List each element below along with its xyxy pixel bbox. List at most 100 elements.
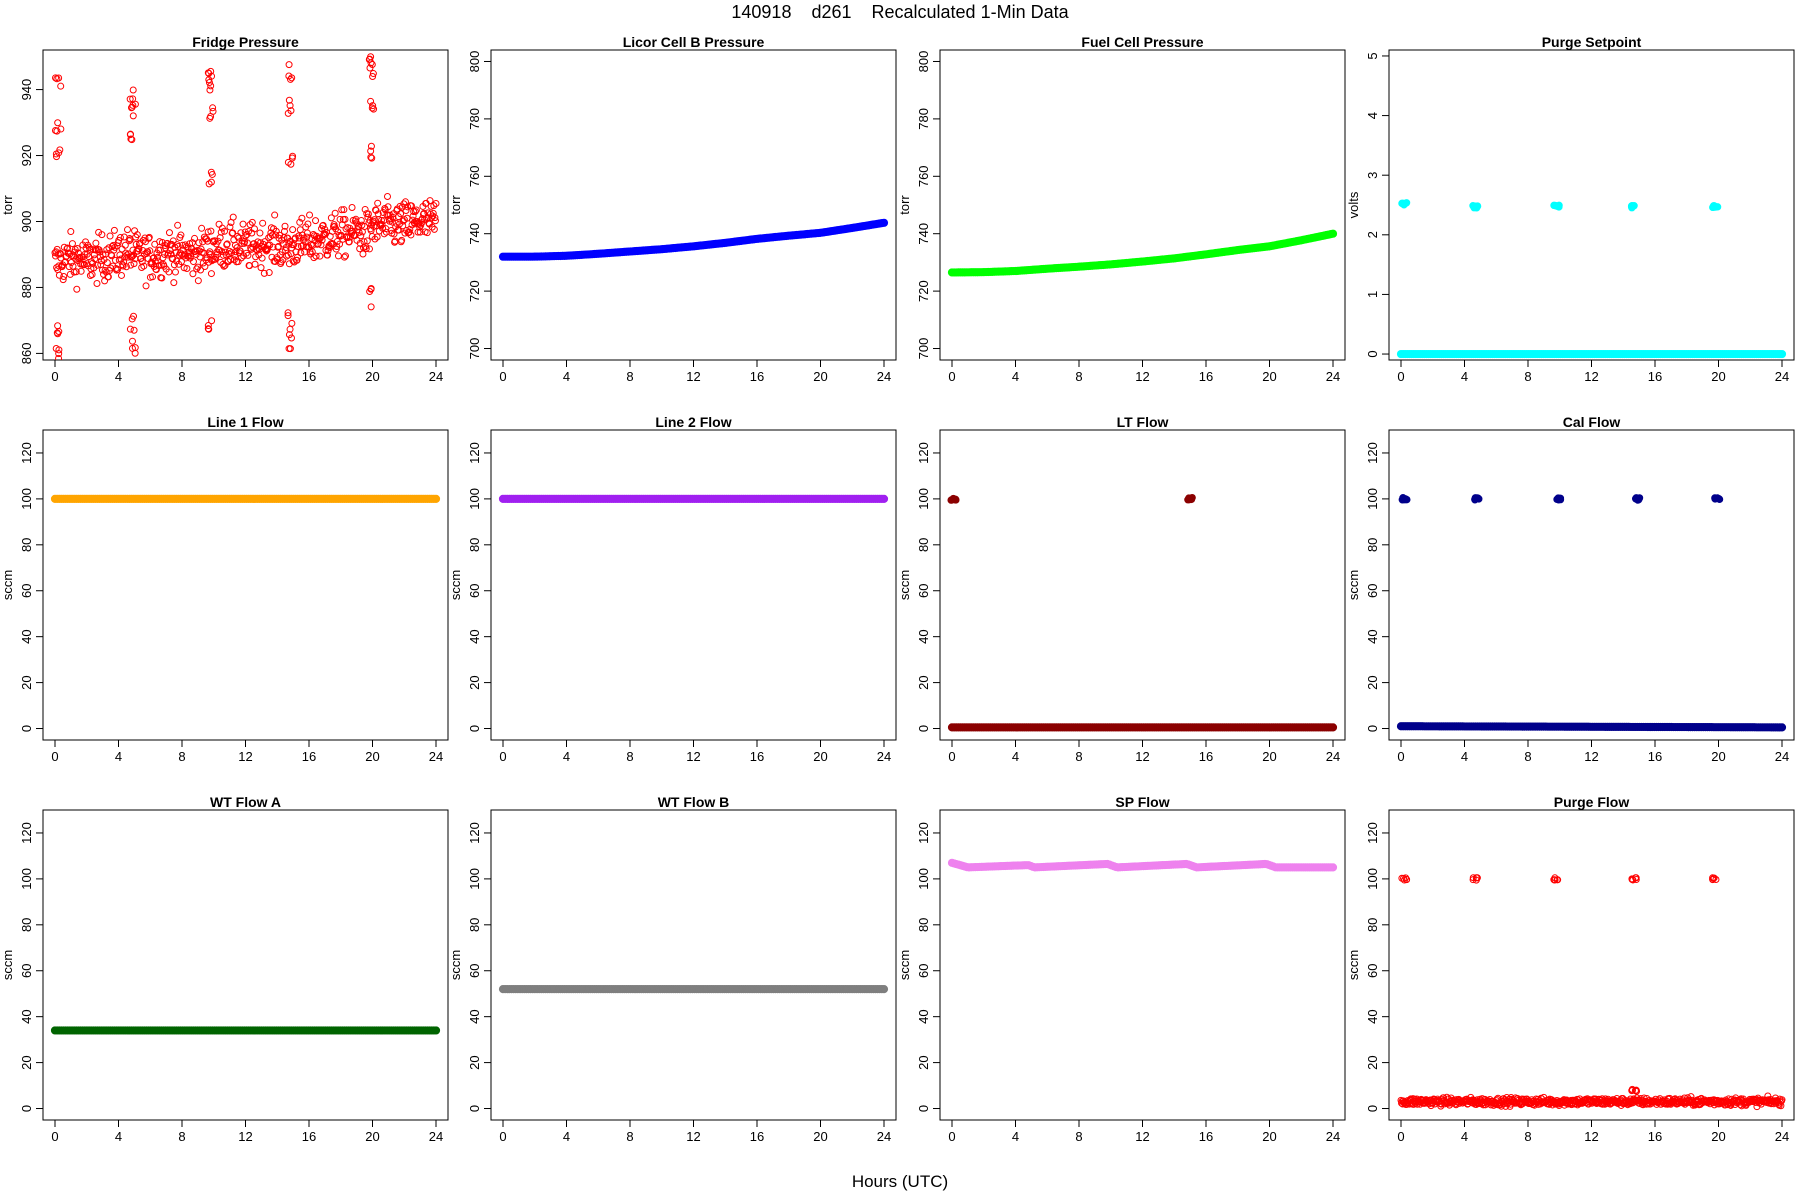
outlier-point: [1710, 874, 1718, 882]
y-tick-label: 800: [916, 51, 931, 73]
data-point: [126, 236, 134, 244]
y-tick-label: 4: [1365, 112, 1380, 119]
data-point: [142, 282, 150, 290]
x-tick-label: 12: [1584, 369, 1598, 384]
y-tick-label: 20: [19, 1055, 34, 1069]
data-point: [149, 273, 157, 281]
x-tick-label: 12: [238, 1129, 252, 1144]
y-tick-label: 60: [467, 584, 482, 598]
data-point: [73, 244, 81, 252]
outlier-point: [284, 309, 292, 317]
data-point: [183, 264, 191, 272]
data-point: [294, 243, 302, 251]
data-point: [355, 228, 363, 236]
x-tick-label: 24: [429, 369, 443, 384]
data-point: [236, 247, 244, 255]
data-points: [947, 858, 1338, 872]
plot-frame: [939, 429, 1346, 741]
outlier-point: [285, 96, 293, 104]
outlier-point: [126, 131, 134, 139]
data-point: [122, 249, 130, 257]
data-point: [416, 228, 424, 236]
data-point: [189, 258, 197, 266]
plot-frame: [1388, 429, 1795, 741]
x-tick-label: 24: [429, 1129, 443, 1144]
y-tick-label: 100: [1365, 868, 1380, 890]
y-tick-label: 120: [1365, 442, 1380, 464]
y-axis-label: sccm: [1346, 570, 1361, 600]
panel-10: SP Flow 0 4 8 12 16 20 24 0 20 40 60 80 100 120 sccm: [897, 794, 1346, 1144]
y-tick-label: 20: [1365, 675, 1380, 689]
y-tick-label: 120: [467, 822, 482, 844]
outlier-point: [128, 315, 136, 323]
data-point: [316, 252, 324, 260]
outlier-point: [207, 113, 215, 121]
data-point: [237, 229, 245, 237]
y-tick-label: 40: [1365, 629, 1380, 643]
data-point: [259, 219, 267, 227]
x-tick-label: 16: [1648, 749, 1662, 764]
x-tick-label: 8: [1075, 749, 1082, 764]
data-point: [193, 265, 201, 273]
x-tick-label: 20: [1262, 1129, 1276, 1144]
y-tick-label: 60: [19, 584, 34, 598]
x-tick-label: 12: [686, 1129, 700, 1144]
y-tick-label: 80: [916, 918, 931, 932]
data-point: [397, 210, 405, 218]
data-point: [402, 207, 410, 215]
data-point: [216, 234, 224, 242]
x-tick-label: 8: [626, 369, 633, 384]
data-point: [174, 221, 182, 229]
x-tick-label: 8: [1524, 369, 1531, 384]
data-point: [327, 214, 335, 222]
x-tick-label: 0: [948, 749, 955, 764]
x-tick-label: 24: [877, 749, 891, 764]
outlier-point: [129, 112, 137, 120]
outlier-point: [55, 74, 63, 82]
outlier-point: [1556, 494, 1565, 502]
data-point: [257, 264, 265, 272]
x-tick-label: 16: [302, 1129, 316, 1144]
outlier-point: [206, 86, 214, 94]
data-point: [251, 260, 259, 268]
outlier-point: [208, 72, 216, 80]
outlier-point: [126, 95, 134, 103]
outlier-point: [57, 125, 65, 133]
outlier-point: [288, 319, 296, 327]
y-tick-label: 760: [467, 165, 482, 187]
y-tick-label: 120: [19, 442, 34, 464]
data-point: [111, 243, 119, 251]
outlier-point: [209, 104, 217, 112]
y-tick-label: 80: [916, 538, 931, 552]
x-tick-label: 4: [115, 749, 122, 764]
data-point: [230, 256, 238, 264]
outlier-point: [52, 74, 60, 82]
outlier-point: [368, 61, 376, 69]
data-point: [412, 206, 420, 214]
outlier-point: [367, 142, 375, 150]
data-point: [260, 269, 268, 277]
data-point: [879, 985, 889, 994]
data-point: [1777, 723, 1787, 732]
y-tick-label: 80: [19, 538, 34, 552]
data-point: [113, 266, 121, 274]
y-tick-label: 0: [1365, 725, 1380, 732]
data-point: [294, 253, 302, 261]
data-point: [289, 226, 297, 234]
data-point: [357, 217, 365, 225]
outlier-point: [52, 345, 60, 353]
data-point: [370, 216, 378, 224]
x-tick-label: 4: [1012, 1129, 1019, 1144]
x-tick-label: 20: [1711, 369, 1725, 384]
y-tick-label: 920: [19, 145, 34, 167]
data-point: [390, 230, 398, 238]
data-point: [188, 239, 196, 247]
data-point: [69, 262, 77, 270]
data-point: [223, 240, 231, 248]
panel-4: Line 1 Flow 0 4 8 12 16 20 24 0 20 40 60 80 100 120 scc…: [0, 414, 449, 764]
x-tick-label: 20: [1262, 749, 1276, 764]
data-point: [130, 260, 138, 268]
x-tick-label: 16: [750, 369, 764, 384]
data-points: [50, 1026, 441, 1035]
